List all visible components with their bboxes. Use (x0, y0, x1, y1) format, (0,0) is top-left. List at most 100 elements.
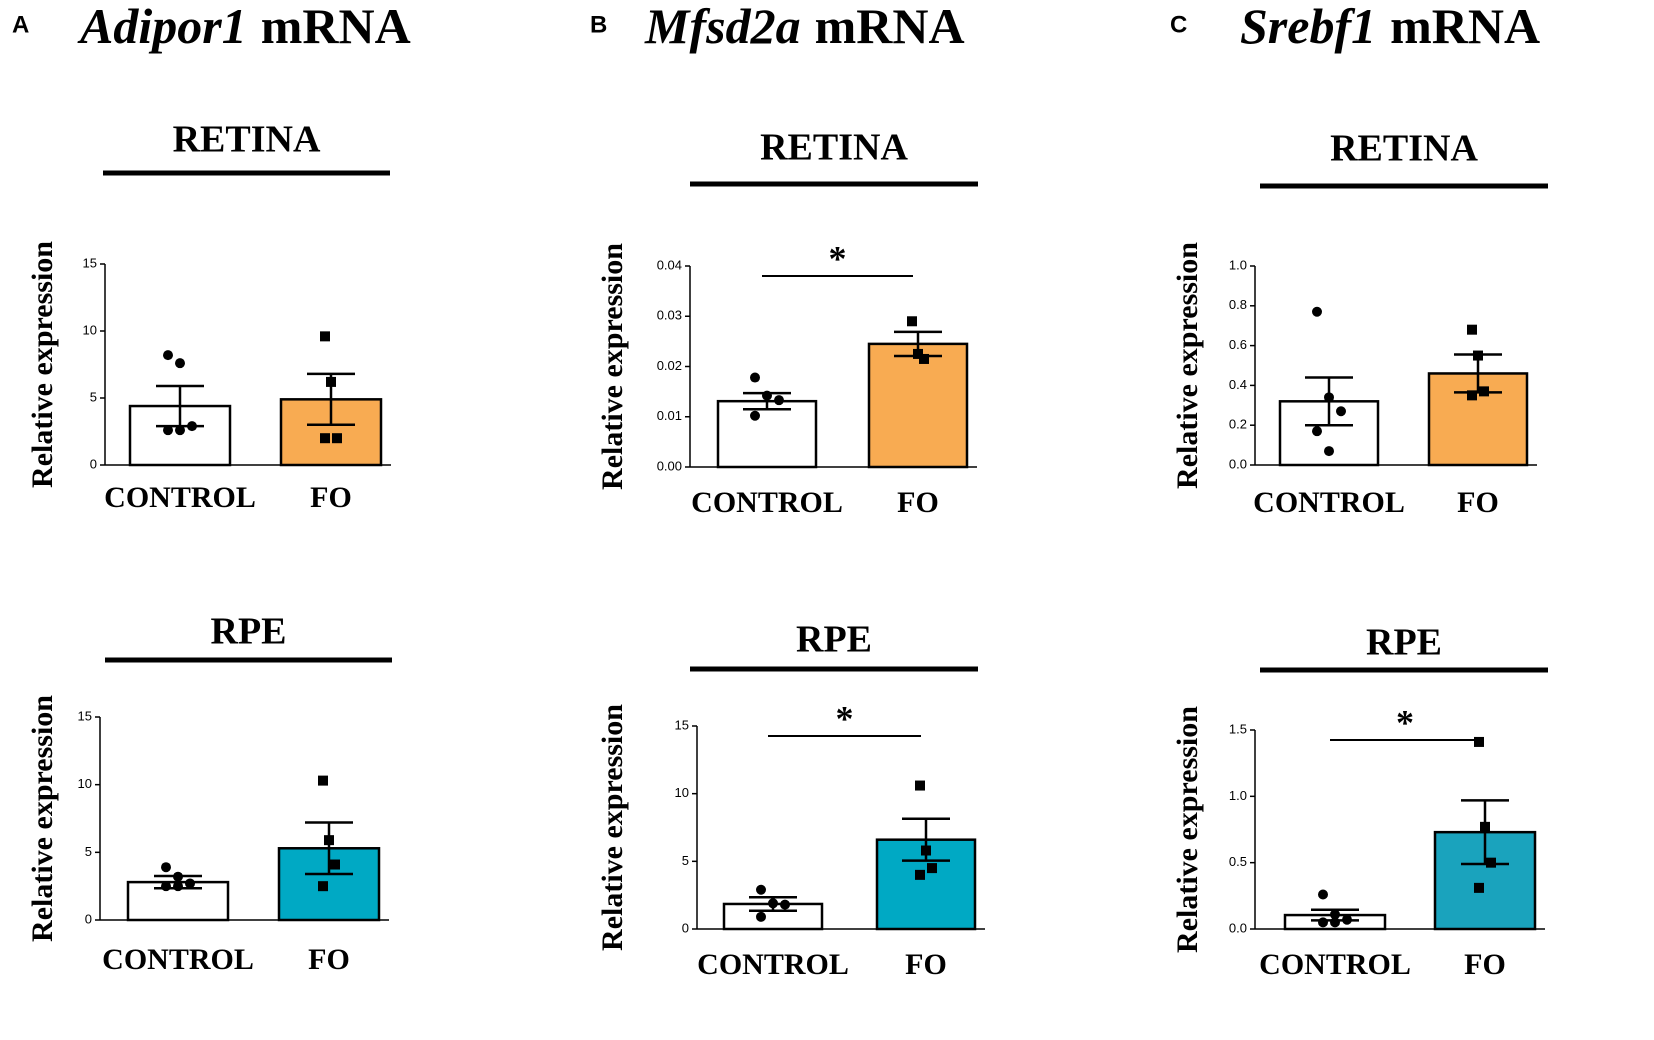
x-tick-label: FO (905, 948, 947, 981)
data-point (318, 775, 328, 786)
x-tick-label: CONTROL (697, 948, 849, 981)
panel-title: Mfsd2a mRNA (644, 0, 965, 54)
gene-name: Adipor1 (77, 0, 247, 54)
y-tick-label: 0.04 (657, 257, 682, 272)
y-tick-label: 0 (682, 920, 689, 935)
y-tick-label: 10 (78, 776, 92, 791)
data-point (324, 835, 334, 846)
data-point (774, 395, 784, 406)
data-point (163, 425, 173, 436)
gene-name: Srebf1 (1240, 0, 1376, 54)
title-suffix: mRNA (261, 0, 411, 54)
data-point (1467, 390, 1477, 401)
bar (716, 399, 818, 469)
data-point (318, 881, 328, 892)
y-axis-label: Relative expression (26, 241, 59, 488)
data-point (1330, 909, 1340, 920)
data-point (1467, 324, 1477, 335)
y-axis-label: Relative expression (1171, 242, 1204, 489)
data-point (1486, 857, 1496, 868)
x-tick-label: FO (897, 486, 939, 519)
data-point (750, 410, 760, 421)
data-point (161, 862, 171, 873)
data-point (1474, 882, 1484, 893)
y-tick-label: 5 (85, 844, 92, 859)
data-point (1318, 917, 1328, 928)
y-tick-label: 10 (675, 785, 689, 800)
y-axis-label: Relative expression (26, 695, 59, 942)
x-tick-label: CONTROL (1253, 486, 1405, 519)
data-point (1330, 917, 1340, 928)
data-point (1318, 889, 1328, 900)
y-tick-label: 0.02 (657, 358, 682, 373)
data-point (780, 899, 790, 910)
data-point (330, 859, 340, 870)
y-tick-label: 0.4 (1229, 377, 1247, 392)
y-tick-label: 15 (83, 255, 97, 270)
data-point (1336, 406, 1346, 417)
section-title: RETINA (1330, 128, 1478, 170)
y-tick-label: 5 (90, 389, 97, 404)
error-bar (1461, 799, 1509, 866)
data-point (1312, 426, 1322, 437)
x-tick-label: CONTROL (102, 943, 254, 976)
x-tick-label: FO (1457, 486, 1499, 519)
data-point (332, 433, 342, 444)
panel-label: C (1170, 11, 1187, 38)
data-point (161, 881, 171, 892)
section-title: RETINA (760, 127, 908, 169)
data-point (185, 878, 195, 889)
data-point (187, 421, 197, 432)
title-suffix: mRNA (1390, 0, 1540, 54)
section-title: RPE (1366, 622, 1442, 664)
data-point (921, 845, 931, 856)
y-tick-label: 0.6 (1229, 337, 1247, 352)
y-tick-label: 0.0 (1229, 456, 1247, 471)
y-tick-label: 0.01 (657, 408, 682, 423)
y-tick-label: 15 (675, 717, 689, 732)
data-point (750, 372, 760, 383)
panel-title: Adipor1 mRNA (77, 0, 411, 54)
panel-title: Srebf1 mRNA (1240, 0, 1540, 54)
data-point (163, 350, 173, 361)
data-point (919, 353, 929, 364)
y-tick-label: 0.5 (1229, 854, 1247, 869)
x-tick-label: CONTROL (104, 481, 256, 514)
y-tick-label: 10 (83, 322, 97, 337)
data-point (915, 780, 925, 791)
data-point (175, 425, 185, 436)
data-point (1473, 350, 1483, 361)
panel-label: B (590, 11, 607, 38)
y-axis-label: Relative expression (1171, 706, 1204, 953)
data-point (756, 884, 766, 895)
bar (867, 342, 969, 469)
data-point (175, 358, 185, 369)
data-point (927, 863, 937, 874)
data-point (1312, 306, 1322, 317)
significance-label: * (1396, 702, 1414, 742)
data-point (1342, 914, 1352, 925)
data-point (913, 348, 923, 359)
x-tick-label: CONTROL (691, 486, 843, 519)
gene-name: Mfsd2a (644, 0, 801, 54)
y-axis-label: Relative expression (596, 243, 629, 490)
x-tick-label: FO (1464, 948, 1506, 981)
section-title: RETINA (173, 119, 321, 161)
section-title: RPE (211, 611, 287, 653)
y-tick-label: 5 (682, 853, 689, 868)
y-tick-label: 1.5 (1229, 721, 1247, 736)
data-point (907, 316, 917, 327)
y-tick-label: 0.2 (1229, 417, 1247, 432)
data-point (1324, 446, 1334, 457)
data-point (915, 869, 925, 880)
data-point (320, 331, 330, 342)
data-point (768, 898, 778, 909)
y-tick-label: 0 (85, 911, 92, 926)
data-point (756, 911, 766, 922)
y-tick-label: 0.0 (1229, 920, 1247, 935)
data-point (320, 433, 330, 444)
y-tick-label: 1.0 (1229, 257, 1247, 272)
title-suffix: mRNA (815, 0, 965, 54)
data-point (762, 390, 772, 401)
panel-label: A (12, 11, 29, 38)
